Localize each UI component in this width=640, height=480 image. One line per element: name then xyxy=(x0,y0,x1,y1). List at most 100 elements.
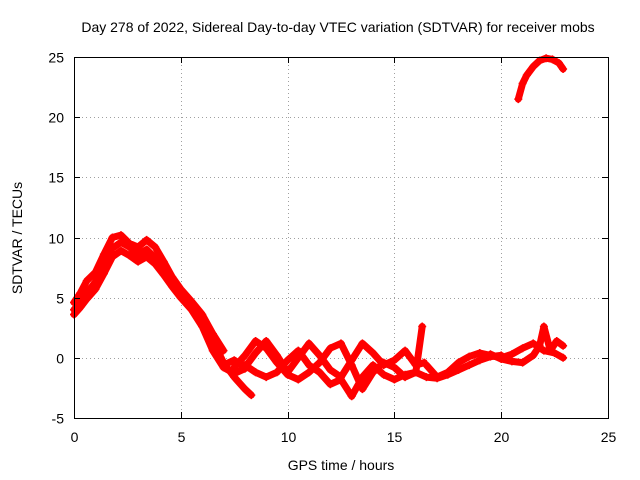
y-tick-label: 5 xyxy=(56,291,64,307)
data-point xyxy=(539,322,548,331)
x-tick-label: 0 xyxy=(71,429,79,445)
data-point xyxy=(522,71,531,80)
data-point xyxy=(559,353,568,362)
data-point xyxy=(117,246,125,255)
data-point xyxy=(552,337,561,345)
data-point xyxy=(125,251,134,260)
data-point xyxy=(326,380,335,389)
data-point xyxy=(401,346,410,355)
data-point xyxy=(262,337,271,345)
data-point xyxy=(283,370,292,379)
series-track-h xyxy=(486,322,568,367)
data-point xyxy=(76,303,85,312)
y-tick-label: 0 xyxy=(56,351,64,367)
data-point xyxy=(108,233,117,242)
data-point xyxy=(529,62,538,71)
series-line xyxy=(514,54,567,103)
data-point xyxy=(117,231,125,240)
data-point xyxy=(219,346,228,355)
data-point xyxy=(358,339,367,348)
data-point xyxy=(559,65,568,73)
data-point xyxy=(305,361,313,370)
data-point xyxy=(422,361,431,370)
y-tick-label: 15 xyxy=(48,170,64,186)
data-point xyxy=(554,59,563,67)
axis-ticks xyxy=(74,57,609,419)
data-point xyxy=(240,351,249,360)
data-point xyxy=(518,79,527,88)
data-point xyxy=(411,368,420,377)
data-point xyxy=(358,373,367,382)
grid-lines xyxy=(74,57,608,418)
data-point xyxy=(76,288,85,297)
y-tick-label: 10 xyxy=(48,231,64,247)
data-point xyxy=(305,368,313,377)
data-point xyxy=(475,349,484,357)
data-point xyxy=(294,346,303,355)
data-point xyxy=(176,293,185,302)
data-point xyxy=(251,337,260,345)
data-point xyxy=(535,341,544,350)
data-point xyxy=(208,339,217,348)
data-point xyxy=(91,285,100,294)
y-tick-label: -5 xyxy=(52,411,65,427)
y-tick-label: 20 xyxy=(48,110,64,126)
data-point xyxy=(82,294,91,303)
data-point xyxy=(546,346,555,355)
data-point xyxy=(240,385,249,394)
data-point xyxy=(159,257,168,266)
data-point xyxy=(262,373,271,382)
data-point xyxy=(443,368,452,377)
data-point xyxy=(529,339,538,348)
data-point xyxy=(176,285,185,294)
data-point xyxy=(240,361,249,370)
data-point xyxy=(108,252,117,261)
x-tick-label: 20 xyxy=(494,429,510,445)
data-point xyxy=(142,245,151,254)
x-tick-label: 25 xyxy=(601,429,617,445)
y-tick-labels: -5 0 5 10 15 20 25 xyxy=(48,50,64,427)
x-tick-labels: 0 5 10 15 20 25 xyxy=(71,429,617,445)
data-point xyxy=(283,356,292,365)
data-series xyxy=(70,54,568,401)
data-point xyxy=(251,368,260,377)
data-point xyxy=(369,361,377,370)
series-line xyxy=(70,231,227,355)
data-point xyxy=(548,55,557,64)
data-point xyxy=(422,373,431,382)
data-point xyxy=(142,252,151,261)
y-tick-label: 25 xyxy=(48,50,64,66)
data-point xyxy=(529,351,538,360)
data-point xyxy=(91,268,100,277)
data-point xyxy=(401,370,410,379)
data-point xyxy=(390,375,399,384)
data-point xyxy=(497,355,506,363)
data-point xyxy=(418,322,427,331)
data-point xyxy=(379,370,388,379)
data-point xyxy=(208,329,217,338)
series-track-c xyxy=(70,231,228,355)
data-point xyxy=(514,95,523,104)
data-point xyxy=(151,243,160,252)
data-point xyxy=(542,54,551,63)
data-point xyxy=(559,341,568,350)
x-tick-label: 15 xyxy=(387,429,403,445)
data-point xyxy=(272,358,281,367)
series-line xyxy=(487,323,567,367)
data-point xyxy=(465,352,474,361)
data-point xyxy=(518,344,527,353)
data-point xyxy=(134,257,143,266)
data-point xyxy=(315,358,324,367)
data-point xyxy=(219,361,228,370)
data-point xyxy=(347,361,356,370)
data-point xyxy=(305,339,313,348)
data-point xyxy=(326,344,335,353)
chart-title: Day 278 of 2022, Sidereal Day-to-day VTE… xyxy=(81,19,594,35)
data-point xyxy=(475,356,484,365)
data-point xyxy=(151,260,160,268)
data-point xyxy=(134,250,143,259)
data-point xyxy=(247,391,256,400)
data-point xyxy=(337,339,345,348)
data-point xyxy=(262,344,271,353)
